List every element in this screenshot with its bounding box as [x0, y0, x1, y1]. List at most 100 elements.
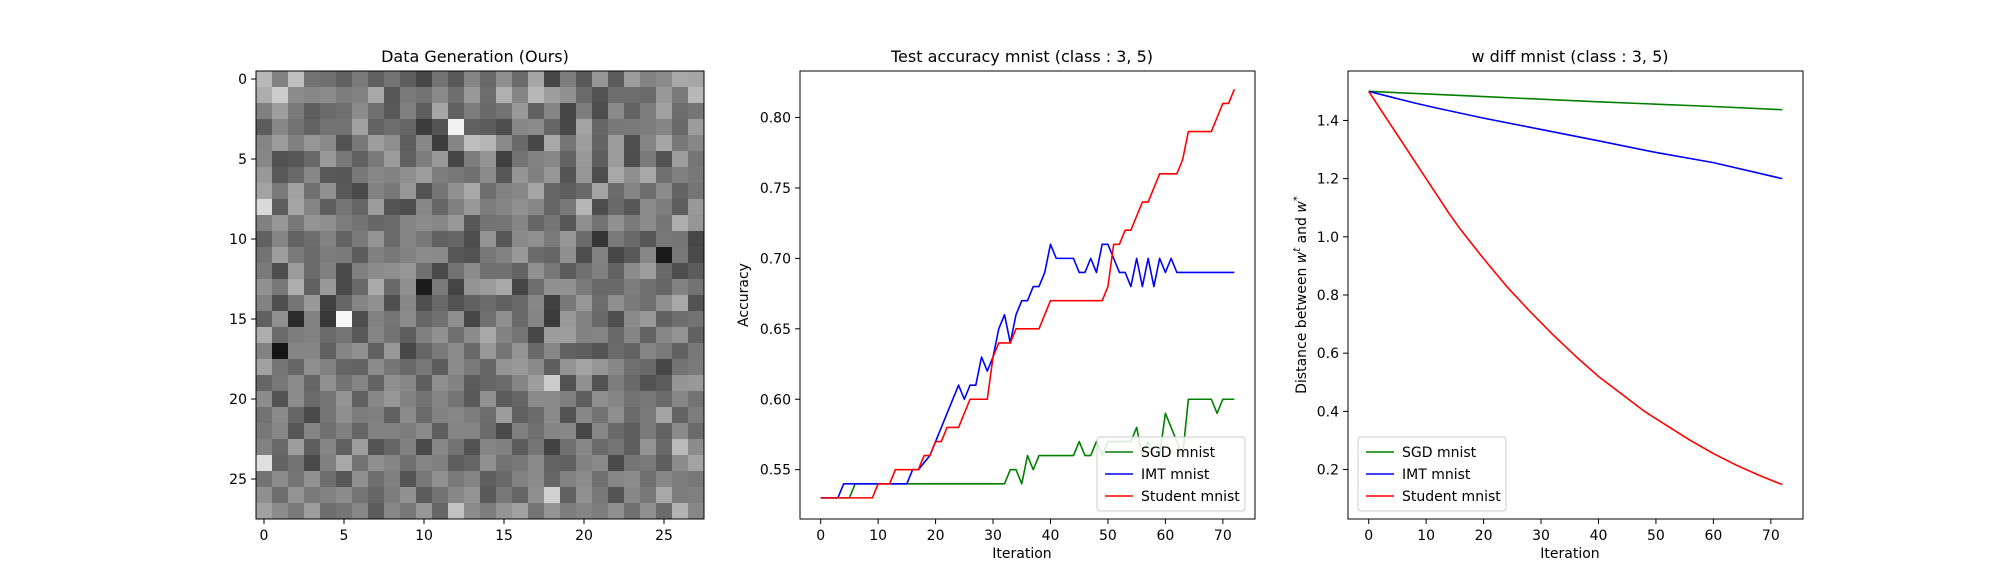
heatmap-cell	[448, 503, 465, 520]
heatmap-cell	[640, 231, 657, 248]
heatmap-cell	[464, 327, 481, 344]
heatmap-cell	[448, 327, 465, 344]
heatmap-cell	[608, 487, 625, 504]
heatmap-cell	[464, 183, 481, 200]
heatmap-cell	[272, 391, 289, 408]
heatmap-cell	[272, 407, 289, 424]
heatmap-cell	[320, 263, 337, 280]
heatmap-cell	[608, 343, 625, 360]
heatmap-cell	[560, 311, 577, 328]
heatmap-cell	[656, 391, 673, 408]
heatmap-cell	[304, 375, 321, 392]
heatmap-ytick-label: 0	[238, 72, 247, 88]
heatmap-cell	[432, 167, 449, 184]
heatmap-cell	[528, 279, 545, 296]
heatmap-cell	[448, 487, 465, 504]
heatmap-cell	[400, 375, 417, 392]
heatmap-cell	[608, 439, 625, 456]
heatmap-cell	[304, 423, 321, 440]
heatmap-cell	[272, 295, 289, 312]
heatmap-cell	[608, 167, 625, 184]
heatmap-cell	[608, 503, 625, 520]
heatmap-cell	[544, 359, 561, 376]
heatmap-cell	[432, 487, 449, 504]
heatmap-cell	[576, 503, 593, 520]
heatmap-cell	[256, 183, 273, 200]
heatmap-cell	[416, 375, 433, 392]
heatmap-cell	[304, 247, 321, 264]
heatmap-cell	[624, 295, 641, 312]
wdiff-legend: SGD mnist IMT mnist Student mnist	[1357, 436, 1507, 512]
heatmap-cell	[640, 375, 657, 392]
heatmap-cell	[464, 87, 481, 104]
heatmap-cell	[592, 407, 609, 424]
heatmap-cell	[528, 327, 545, 344]
heatmap-cell	[320, 215, 337, 232]
heatmap-cell	[496, 311, 513, 328]
heatmap-cell	[384, 183, 401, 200]
xtick-label: 30	[984, 528, 1002, 544]
heatmap-cell	[416, 263, 433, 280]
heatmap-cell	[368, 503, 385, 520]
heatmap-cell	[320, 151, 337, 168]
ytick-label: 1.4	[1317, 113, 1339, 129]
heatmap-cell	[496, 119, 513, 136]
heatmap-cell	[432, 503, 449, 520]
heatmap-cell	[688, 359, 705, 376]
heatmap-cell	[272, 183, 289, 200]
heatmap-cell	[368, 231, 385, 248]
heatmap-cell	[560, 471, 577, 488]
heatmap-cell	[464, 247, 481, 264]
heatmap-cell	[640, 247, 657, 264]
heatmap-cell	[464, 343, 481, 360]
heatmap-cell	[672, 135, 689, 152]
heatmap-cell	[544, 167, 561, 184]
heatmap-cell	[656, 359, 673, 376]
heatmap-cell	[640, 343, 657, 360]
heatmap-cell	[512, 455, 529, 472]
heatmap-cell	[608, 103, 625, 120]
heatmap-cell	[384, 151, 401, 168]
heatmap-cell	[688, 247, 705, 264]
heatmap-cell	[656, 327, 673, 344]
heatmap-cell	[288, 327, 305, 344]
heatmap-cell	[400, 183, 417, 200]
heatmap-cell	[448, 247, 465, 264]
heatmap-cell	[288, 87, 305, 104]
heatmap-cell	[560, 247, 577, 264]
heatmap-cell	[528, 455, 545, 472]
heatmap-cell	[368, 311, 385, 328]
heatmap-cell	[592, 423, 609, 440]
legend-label: IMT mnist	[1402, 467, 1471, 483]
heatmap-cell	[640, 407, 657, 424]
ytick-label: 0.2	[1317, 463, 1339, 479]
heatmap-cell	[272, 199, 289, 216]
heatmap-cell	[576, 423, 593, 440]
heatmap-cell	[304, 231, 321, 248]
heatmap-cell	[304, 439, 321, 456]
heatmap-cell	[320, 423, 337, 440]
heatmap-cell	[400, 135, 417, 152]
heatmap-cell	[320, 311, 337, 328]
heatmap-cell	[624, 87, 641, 104]
heatmap-cell	[656, 263, 673, 280]
heatmap-cell	[560, 119, 577, 136]
heatmap-cell	[672, 295, 689, 312]
heatmap-cell	[320, 183, 337, 200]
heatmap-cell	[672, 391, 689, 408]
heatmap-cell	[400, 231, 417, 248]
heatmap-cell	[576, 439, 593, 456]
heatmap-cell	[496, 231, 513, 248]
heatmap-cell	[272, 103, 289, 120]
heatmap-cell	[592, 247, 609, 264]
wdiff-ticks: 0 10 20 30 40 50 60 70 0.2 0.4 0.6 0.8 1.0 1.2 1.4	[1317, 113, 1780, 544]
heatmap-cell	[448, 119, 465, 136]
heatmap-cell	[624, 71, 641, 88]
heatmap-cell	[656, 455, 673, 472]
heatmap-cell	[592, 295, 609, 312]
heatmap-cell	[384, 391, 401, 408]
heatmap-cell	[656, 407, 673, 424]
heatmap-cell	[384, 135, 401, 152]
heatmap-cell	[512, 151, 529, 168]
heatmap-cell	[496, 263, 513, 280]
